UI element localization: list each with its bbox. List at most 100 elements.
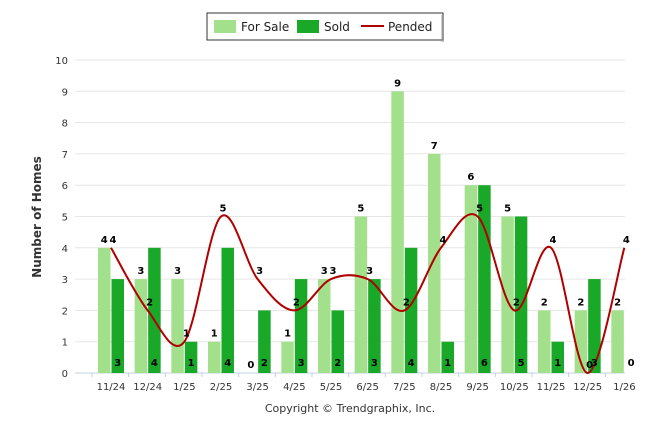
bar-for-sale[interactable]	[354, 216, 368, 374]
x-tick-label: 1/25	[173, 382, 195, 393]
bar-for-sale[interactable]	[318, 279, 331, 373]
legend-box	[206, 12, 444, 41]
bar-sold[interactable]	[221, 247, 235, 373]
data-label-for-sale: 3	[137, 266, 144, 277]
bar-for-sale[interactable]	[464, 185, 478, 373]
data-label-pended: 5	[220, 204, 227, 215]
data-label-for-sale: 2	[577, 297, 584, 308]
bar-for-sale[interactable]	[391, 91, 404, 374]
data-label-pended: 3	[256, 266, 263, 277]
data-label-for-sale: 3	[321, 266, 328, 277]
data-label-for-sale: 4	[101, 235, 108, 246]
data-label-sold: 4	[408, 358, 415, 369]
x-tick-label: 4/25	[283, 382, 305, 393]
y-tick-label: 4	[62, 244, 68, 255]
data-label-pended: 4	[110, 235, 117, 246]
bar-sold[interactable]	[404, 247, 418, 373]
legend-label-pended[interactable]: Pended	[388, 20, 432, 34]
bar-sold[interactable]	[368, 279, 381, 373]
x-tick-label: 2/25	[210, 382, 232, 393]
x-tick-label: 11/24	[97, 382, 126, 393]
grid-lines	[75, 59, 625, 374]
bar-for-sale[interactable]	[501, 216, 514, 374]
legend-swatch-sold[interactable]	[297, 20, 319, 33]
y-tick-label: 2	[62, 306, 68, 317]
bar-for-sale[interactable]	[538, 310, 551, 373]
y-tick-label: 1	[62, 338, 68, 349]
legend-label-for-sale[interactable]: For Sale	[241, 20, 289, 34]
bar-for-sale[interactable]	[611, 310, 624, 373]
copyright-text: Copyright © Trendgraphix, Inc.	[265, 402, 435, 415]
x-tick-label: 9/25	[466, 382, 488, 393]
data-label-pended: 2	[513, 297, 520, 308]
bar-for-sale[interactable]	[281, 341, 294, 373]
legend-swatch-for-sale[interactable]	[214, 20, 236, 33]
data-label-sold: 6	[481, 358, 488, 369]
data-label-pended: 3	[366, 266, 373, 277]
data-label-pended: 2	[293, 297, 300, 308]
legend-label-sold[interactable]: Sold	[324, 20, 350, 34]
bar-sold[interactable]	[148, 247, 161, 373]
data-label-pended: 4	[440, 235, 447, 246]
data-label-sold: 3	[591, 358, 598, 369]
data-label-sold: 3	[114, 358, 121, 369]
data-label-sold: 2	[261, 358, 268, 369]
data-label-sold: 3	[371, 358, 378, 369]
x-tick-label: 6/25	[356, 382, 378, 393]
data-label-for-sale: 2	[541, 297, 548, 308]
bar-sold[interactable]	[111, 279, 125, 373]
data-label-for-sale: 1	[211, 329, 218, 340]
bar-sold[interactable]	[258, 310, 271, 373]
bars	[98, 91, 624, 374]
x-tick-label: 3/25	[246, 382, 268, 393]
bar-sold[interactable]	[294, 279, 308, 373]
bar-sold[interactable]	[588, 279, 601, 373]
bar-for-sale[interactable]	[574, 310, 588, 373]
x-tick-label: 1/26	[613, 382, 635, 393]
x-tick-label: 12/25	[573, 382, 602, 393]
x-tick-label: 5/25	[320, 382, 342, 393]
y-tick-label: 0	[62, 369, 68, 380]
data-label-for-sale: 2	[614, 297, 621, 308]
bar-sold[interactable]	[478, 185, 491, 373]
data-label-for-sale: 1	[284, 329, 291, 340]
data-label-sold: 3	[298, 358, 305, 369]
bar-for-sale[interactable]	[171, 279, 184, 373]
bar-sold[interactable]	[441, 341, 455, 373]
pended-line-path[interactable]	[110, 213, 626, 375]
data-label-pended: 2	[403, 297, 410, 308]
data-label-pended: 3	[330, 266, 337, 277]
x-tick-label: 7/25	[393, 382, 415, 393]
data-label-sold: 4	[224, 358, 231, 369]
bar-sold[interactable]	[331, 310, 345, 373]
x-tick-label: 12/24	[133, 382, 162, 393]
legend: For Sale Sold Pended	[206, 12, 444, 42]
bar-sold[interactable]	[514, 216, 528, 374]
bar-sold[interactable]	[184, 341, 198, 373]
x-axis: 11/24 12/24 1/25 2/25 3/25 4/25 5/25 6/25 7/25 8/…	[91, 373, 636, 393]
bar-for-sale[interactable]	[134, 279, 148, 373]
data-label-sold: 5	[518, 358, 525, 369]
bar-for-sale[interactable]	[208, 341, 221, 373]
data-label-for-sale: 3	[174, 266, 181, 277]
y-tick-label: 3	[62, 275, 68, 286]
data-label-pended: 5	[476, 204, 483, 215]
bar-for-sale[interactable]	[428, 153, 441, 373]
data-label-sold: 1	[444, 358, 451, 369]
pended-line	[110, 213, 626, 375]
data-label-pended: 1	[183, 329, 190, 340]
x-tick-label: 11/25	[537, 382, 566, 393]
x-tick-label: 8/25	[430, 382, 452, 393]
y-axis-label: Number of Homes	[30, 156, 44, 278]
data-label-for-sale: 6	[467, 172, 474, 183]
data-label-for-sale: 9	[394, 78, 401, 89]
x-tick-label: 10/25	[500, 382, 529, 393]
y-tick-label: 5	[62, 213, 68, 224]
bar-sold[interactable]	[551, 341, 565, 373]
y-tick-label: 7	[62, 150, 68, 161]
data-label-sold: 4	[151, 358, 158, 369]
bar-for-sale[interactable]	[98, 247, 111, 373]
y-tick-label: 6	[62, 181, 68, 192]
